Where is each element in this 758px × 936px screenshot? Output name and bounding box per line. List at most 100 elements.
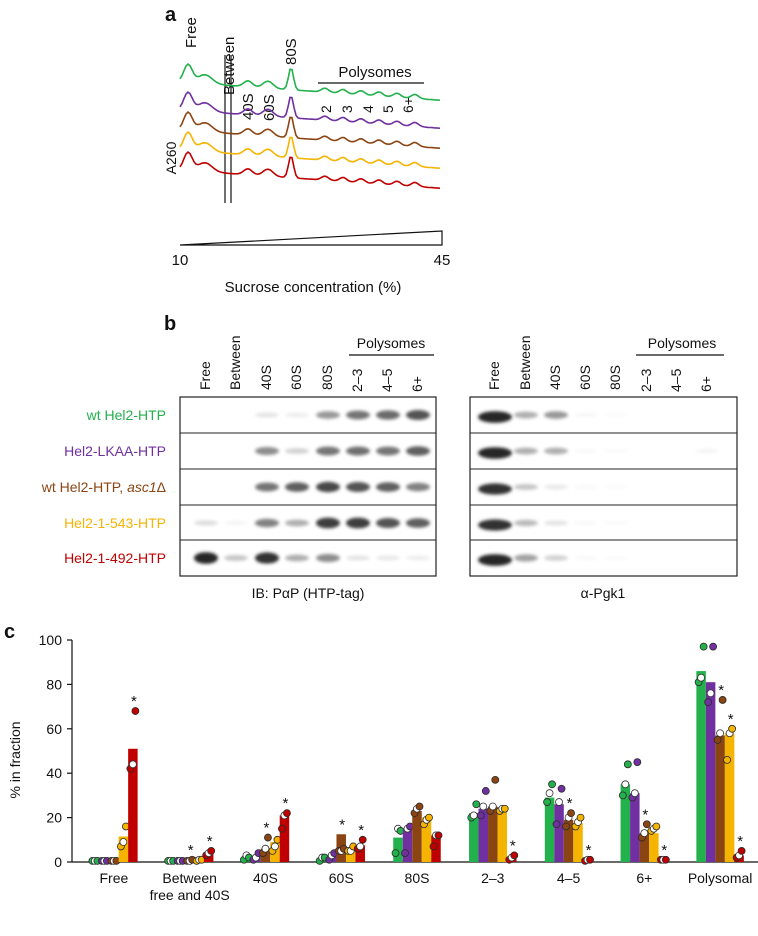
blot-right-band-4-2 [544,555,568,561]
bar-8-0 [696,671,706,862]
point-3-4-2 [358,835,367,844]
bar-5-2 [488,806,498,862]
strain-label-3: Hel2-1-543-HTP [64,515,166,531]
blot-right-band-1-2 [544,447,568,455]
point-2-4-0 [278,824,286,833]
category-label-5-0: 2–3 [481,870,505,886]
blot-left-lane-labels: Free Between 40S 60S 80S 2–3 4–5 6+ [197,336,425,392]
fraction-label-3: 60S [261,94,278,121]
point-5-0-1 [469,811,478,820]
sig-star-7-4: * [661,842,667,859]
point-8-2-0 [713,736,722,744]
blot-right-band-4-4 [604,555,628,561]
point-6-1-2 [557,784,566,793]
blot-left-lane-0: Free [197,361,213,390]
point-5-1-1 [479,802,488,811]
sucrose-max: 45 [434,252,451,269]
blot-left-lane-2: 40S [258,365,274,390]
blot-left-band-2-5 [346,482,370,492]
point-8-4-2 [737,847,746,855]
point-5-4-2 [510,851,519,860]
category-label-1-1: free and 40S [150,887,230,903]
chart-ytick-label-2: 40 [46,765,62,781]
bar-4-2 [412,810,422,862]
bar-6-3 [573,823,583,862]
western-blots [179,396,738,577]
bar-2-4 [279,815,290,862]
blot-left-band-3-0 [194,520,218,526]
sig-star-6-2: * [567,795,573,812]
point-4-4-2 [434,831,443,840]
polysome-number-4: 6+ [400,97,416,113]
blot-left-band-3-4 [316,517,340,529]
blot-right-caption: α-Pgk1 [581,585,626,601]
a260-trace-4 [179,151,441,189]
blot-left-band-3-6 [376,518,400,528]
blot-right-band-0-3 [574,412,598,418]
blot-left-band-3-7 [406,518,430,528]
blot-left-band-1-7 [406,446,430,456]
point-4-2-2 [415,802,424,811]
blot-left-band-3-5 [346,517,370,529]
bar-7-1 [630,793,640,862]
blot-right-band-3-3 [574,520,598,526]
point-5-1-2 [481,787,490,795]
blot-right-band-1-7 [695,448,719,454]
point-6-1-0 [552,820,561,829]
blot-right-band-2-1 [514,484,538,490]
point-5-1-0 [476,811,485,820]
a260-trace-3 [179,131,441,169]
bar-7-0 [620,784,631,862]
chart-ytick-label-0: 0 [54,854,62,870]
point-6-1-1 [555,798,563,806]
category-label-2-0: 40S [253,870,278,886]
blot-right-band-4-0 [478,554,512,566]
point-8-0-2 [699,642,708,651]
bar-6-1 [554,804,564,862]
panel-b-label: b [164,313,176,335]
sig-star-2-2: * [264,820,270,837]
point-8-2-1 [716,729,725,738]
blot-right-lane-0: Free [486,361,502,390]
chart-ytick-label-3: 60 [46,721,62,737]
bar-4-1 [402,829,413,862]
blot-left-band-0-3 [285,412,309,418]
blot-right-band-1-0 [478,447,512,459]
blot-left-band-2-3 [285,482,309,492]
strain-labels: wt Hel2-HTP Hel2-LKAA-HTP wt Hel2-HTP, asc… [41,407,166,566]
sucrose-min: 10 [172,252,189,269]
category-label-7-0: 6+ [636,870,652,886]
blot-left-band-4-3 [285,554,309,562]
chart-ytick-label-5: 100 [39,632,63,648]
blot-left-lane-4: 80S [319,365,335,390]
blot-right-lane-7: 6+ [698,376,714,392]
fraction-label-0: Free [183,17,200,48]
blot-left-band-4-5 [346,555,370,561]
point-7-2-1 [640,829,649,838]
point-2-3-1 [271,842,279,851]
point-7-2-2 [642,820,651,829]
bar-8-3 [724,733,735,862]
sucrose-gradient-wedge [179,230,443,246]
blot-right-band-2-2 [544,484,568,490]
point-3-4-1 [356,842,365,851]
point-0-4-2 [131,707,140,715]
panel-a-label: a [165,4,177,26]
category-label-8-0: Polysomal [688,870,753,886]
blot-right-lane-labels: Free Between 40S 60S 80S 2–3 4–5 6+ [486,336,714,392]
point-5-0-2 [472,800,481,809]
blot-right-band-3-0 [478,519,512,531]
blot-right-band-1-3 [574,448,598,454]
a260-trace-0 [179,63,441,101]
point-7-1-2 [633,758,642,766]
blot-left-band-0-7 [406,410,430,420]
a260-trace-2 [179,111,441,149]
blot-right-band-2-4 [604,484,628,490]
blot-left-band-3-2 [255,518,279,528]
point-4-0-0 [391,849,400,858]
blot-left-lane-6: 4–5 [379,368,395,392]
point-2-2-2 [264,833,272,842]
blot-right-lane-3: 60S [577,365,593,390]
blot-left-band-2-7 [406,482,430,492]
